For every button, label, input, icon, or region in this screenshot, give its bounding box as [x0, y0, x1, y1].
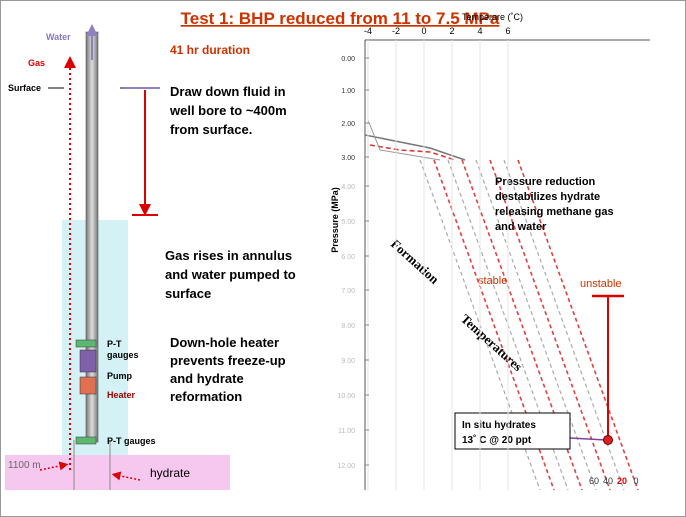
note: Draw down fluid in — [170, 84, 286, 99]
gauge — [76, 340, 96, 347]
depth-label: 1100 m — [8, 460, 41, 471]
x-tick-label: 2 — [449, 26, 454, 36]
note: from surface. — [170, 122, 252, 137]
annotation-line: releasing methane gas — [495, 206, 614, 218]
annotation-line: and water — [495, 221, 547, 233]
pump-label: Pump — [107, 371, 133, 381]
note: reformation — [170, 389, 242, 404]
pointer — [570, 438, 606, 440]
annotation: Pressure reduction destabilizes hydrate … — [495, 176, 614, 233]
heater — [80, 377, 96, 394]
gauge-label: P-T — [107, 339, 122, 349]
x-label: Temperare (˚C) — [462, 12, 523, 22]
salinity-tick-label: 20 — [617, 476, 627, 486]
y-tick-label: 7.00 — [341, 288, 355, 295]
salinity-tick-label: 0 — [633, 476, 638, 486]
y-tick-label: 0.00 — [341, 56, 355, 63]
slide: Test 1: BHP reduced from 11 to 7.5 MPa 4… — [0, 0, 686, 517]
x-tick-label: -2 — [392, 26, 400, 36]
y-tick-label: 12.00 — [337, 463, 355, 470]
note: surface — [165, 286, 211, 301]
note: and hydrate — [170, 371, 244, 386]
note: well bore to ~400m — [169, 103, 287, 118]
gas-label: Gas — [28, 58, 45, 68]
surface-label: Surface — [8, 83, 41, 93]
annotation-line: destabilizes hydrate — [495, 191, 600, 203]
in-situ-label: In situ hydrates — [462, 420, 536, 431]
note: Gas rises in annulus — [165, 248, 292, 263]
note: and water pumped to — [165, 267, 296, 282]
stable-label: stable — [478, 275, 507, 287]
y-label: Pressure (MPa) — [330, 187, 340, 253]
phase-chart: Temperare (˚C) Pressure (MPa) Formation … — [330, 12, 650, 490]
y-tick-label: 10.00 — [337, 393, 355, 400]
gauge-label: P-T gauges — [107, 436, 156, 446]
notes: Draw down fluid in well bore to ~400m fr… — [165, 84, 296, 404]
note: prevents freeze-up — [170, 353, 286, 368]
y-tick-label: 9.00 — [341, 358, 355, 365]
y-tick-label: 5.00 — [341, 219, 355, 226]
y-tick-label: 4.00 — [341, 184, 355, 191]
in-situ-point — [604, 436, 613, 445]
x-tick-label: 6 — [505, 26, 510, 36]
x-tick-label: 4 — [477, 26, 482, 36]
gauge-label: gauges — [107, 350, 139, 360]
y-tick-label: 2.00 — [341, 121, 355, 128]
x-tick-label: 0 — [421, 26, 426, 36]
annotation-line: Pressure reduction — [495, 176, 596, 188]
water-label: Water — [46, 32, 71, 42]
unstable-label: unstable — [580, 278, 622, 290]
pump — [80, 350, 96, 372]
salinity-tick-label: 40 — [603, 476, 613, 486]
heater-label: Heater — [107, 390, 136, 400]
y-tick-label: 1.00 — [341, 88, 355, 95]
gauge — [76, 437, 96, 444]
y-tick-label: 11.00 — [338, 428, 355, 435]
phase-curve — [368, 120, 440, 160]
salinity-tick-label: 60 — [589, 476, 599, 486]
y-tick-label: 8.00 — [341, 323, 355, 330]
y-tick-label: 6.00 — [341, 254, 355, 261]
hydrate-label: hydrate — [150, 466, 190, 480]
note: Down-hole heater — [170, 335, 279, 350]
y-tick-label: 3.00 — [341, 155, 355, 162]
x-tick-label: -4 — [364, 26, 372, 36]
in-situ-label: 13˚ C @ 20 ppt — [462, 434, 532, 446]
duration: 41 hr duration — [170, 43, 250, 57]
